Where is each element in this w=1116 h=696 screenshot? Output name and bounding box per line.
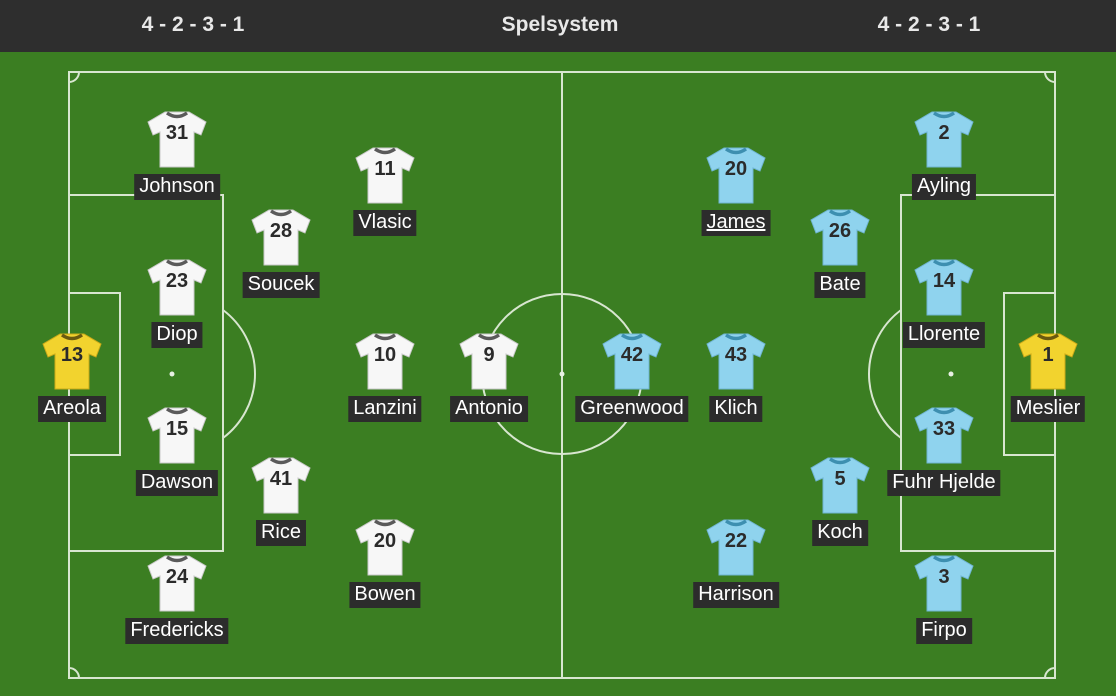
shirt-icon: 31 <box>146 109 208 169</box>
shirt-number: 20 <box>724 158 748 180</box>
shirt-icon: 42 <box>601 331 663 391</box>
player-name-link[interactable]: James <box>701 210 771 236</box>
shirt-icon: 22 <box>705 517 767 577</box>
player-name: Greenwood <box>575 396 689 422</box>
shirt-icon: 23 <box>146 257 208 317</box>
shirt-number: 9 <box>483 344 495 366</box>
header-title: Spelsystem <box>501 13 619 36</box>
header-bar: 4 - 2 - 3 - 1 Spelsystem 4 - 2 - 3 - 1 <box>0 0 1116 52</box>
player-name: Fredericks <box>125 618 229 644</box>
player-name: Areola <box>38 396 106 422</box>
player-name: Bate <box>814 272 866 298</box>
player-name: Harrison <box>693 582 779 608</box>
shirt-number: 1 <box>1042 344 1054 366</box>
shirt-number: 41 <box>269 468 293 490</box>
shirt-icon: 2 <box>913 109 975 169</box>
shirt-icon: 13 <box>41 331 103 391</box>
shirt-icon: 43 <box>705 331 767 391</box>
shirt-number: 15 <box>165 418 189 440</box>
shirt-number: 2 <box>938 122 950 144</box>
shirt-icon: 33 <box>913 405 975 465</box>
player-name: Fuhr Hjelde <box>887 470 1001 496</box>
shirt-icon: 3 <box>913 553 975 613</box>
shirt-icon: 5 <box>809 455 871 515</box>
player-name: Firpo <box>916 618 972 644</box>
player-name: Bowen <box>349 582 421 608</box>
shirt-number: 11 <box>374 158 396 180</box>
player-name: Koch <box>812 520 868 546</box>
shirt-icon: 10 <box>354 331 416 391</box>
shirt-number: 14 <box>932 270 956 292</box>
shirt-icon: 20 <box>354 517 416 577</box>
player-name: Antonio <box>450 396 528 422</box>
player-name: Meslier <box>1010 396 1086 422</box>
shirt-icon: 26 <box>809 207 871 267</box>
shirt-icon: 28 <box>250 207 312 267</box>
shirt-number: 10 <box>373 344 397 366</box>
player-name: Dawson <box>135 470 219 496</box>
shirt-number: 42 <box>620 344 644 366</box>
player-name: Ayling <box>911 174 977 200</box>
home-formation: 4 - 2 - 3 - 1 <box>141 13 245 36</box>
player-name: Klich <box>709 396 763 422</box>
player-name: Johnson <box>134 174 220 200</box>
pitch: 13 Areola 31 Johnson 23 Diop 15 Dawson 2… <box>0 52 1116 696</box>
shirt-number: 28 <box>269 220 293 242</box>
shirt-number: 43 <box>724 344 748 366</box>
shirt-icon: 14 <box>913 257 975 317</box>
shirt-number: 20 <box>373 530 397 552</box>
shirt-icon: 15 <box>146 405 208 465</box>
shirt-icon: 9 <box>458 331 520 391</box>
player-name: Llorente <box>902 322 986 348</box>
shirt-number: 5 <box>834 468 846 490</box>
away-formation: 4 - 2 - 3 - 1 <box>877 13 981 36</box>
shirt-number: 26 <box>828 220 852 242</box>
shirt-number: 13 <box>60 344 84 366</box>
player-name: Soucek <box>242 272 320 298</box>
shirt-number: 23 <box>165 270 189 292</box>
shirt-number: 22 <box>724 530 748 552</box>
shirt-number: 31 <box>165 122 189 144</box>
player-name: Diop <box>151 322 203 348</box>
shirt-number: 33 <box>932 418 956 440</box>
player-name: Rice <box>255 520 307 546</box>
shirt-icon: 1 <box>1017 331 1079 391</box>
shirt-icon: 20 <box>705 145 767 205</box>
shirt-number: 3 <box>938 566 950 588</box>
player-name: Vlasic <box>353 210 417 236</box>
shirt-icon: 11 <box>354 145 416 205</box>
shirt-number: 24 <box>165 566 189 588</box>
shirt-icon: 24 <box>146 553 208 613</box>
player-name: Lanzini <box>348 396 422 422</box>
shirt-icon: 41 <box>250 455 312 515</box>
